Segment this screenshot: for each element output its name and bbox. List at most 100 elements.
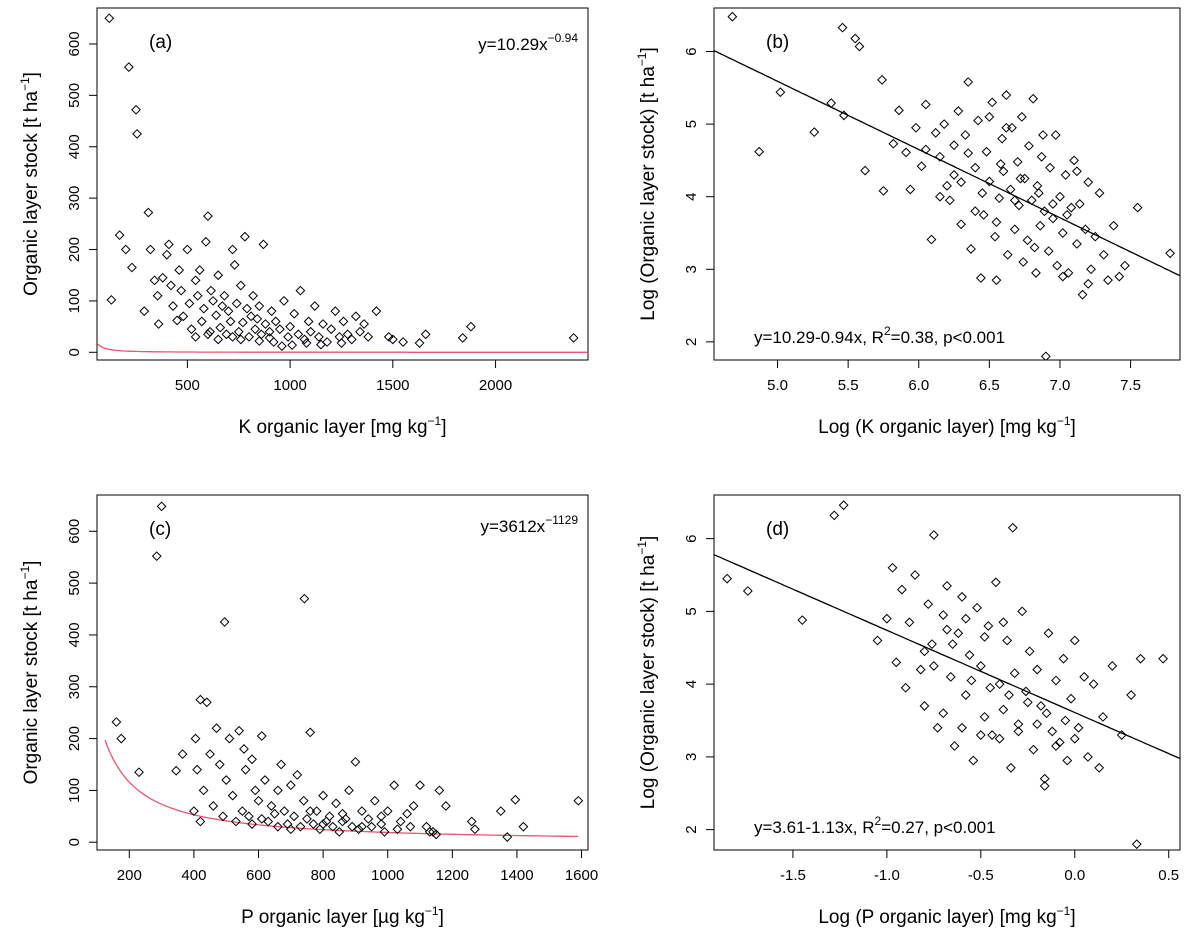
data-point [470, 824, 480, 835]
data-point [1031, 267, 1041, 278]
data-point [434, 785, 445, 796]
data-point [1051, 675, 1061, 686]
data-point [1083, 177, 1094, 188]
data-point [1021, 686, 1031, 697]
data-point [421, 821, 432, 832]
panel-label: (b) [766, 32, 789, 53]
data-point [1007, 522, 1018, 533]
data-point [276, 341, 287, 352]
data-point [1047, 726, 1058, 737]
plot-frame [96, 494, 589, 851]
data-point [1026, 195, 1037, 206]
data-point [186, 324, 197, 335]
data-point [382, 806, 393, 817]
panel-d: -1.5 -1.0 -0.5 0.0 0.5 2 3 4 5 6 Log (P organic la… [635, 494, 1181, 928]
data-point [337, 816, 348, 827]
data-point [254, 336, 265, 346]
data-point [177, 749, 188, 760]
y-axis-title: Organic layer stock [t ha−1] [18, 72, 42, 296]
data-point [270, 316, 281, 327]
data-point [998, 617, 1009, 628]
data-point [235, 280, 246, 291]
data-point [264, 332, 275, 343]
data-point [973, 115, 983, 126]
data-point [1135, 653, 1146, 664]
y-tick-label: 5 [683, 120, 700, 128]
data-point [975, 730, 986, 740]
data-point [995, 159, 1006, 169]
data-point [829, 510, 840, 521]
panel-c: 200 400 600 800 1000 1200 1400 1600 0 100 200 300 40… [18, 494, 598, 928]
data-point [415, 780, 425, 791]
data-layer [714, 11, 1180, 360]
data-point [1002, 249, 1013, 260]
data-point [1002, 635, 1013, 646]
data-point [1158, 653, 1168, 664]
y-axis-title-text: Log (Organic layer stock) [t ha [638, 66, 659, 321]
panel-label: (d) [766, 519, 789, 540]
data-point [990, 231, 1000, 242]
data-point [838, 500, 849, 511]
data-point [250, 324, 261, 335]
data-point [211, 723, 222, 734]
data-point [1033, 188, 1044, 198]
data-point [920, 99, 931, 110]
fit-line [97, 342, 588, 353]
data-point [1036, 151, 1047, 162]
data-point [1066, 202, 1077, 213]
data-point [510, 794, 521, 805]
panel-a: 500 1000 1500 2000 0 100 200 300 400 500 600 K orga… [18, 7, 589, 438]
x-tick-label: 400 [181, 867, 206, 884]
data-point [240, 231, 250, 242]
data-point [326, 324, 337, 335]
data-point [963, 77, 974, 87]
data-point [431, 829, 442, 840]
data-point [253, 795, 264, 806]
data-point [797, 615, 808, 626]
data-point [887, 562, 898, 573]
data-point [984, 111, 995, 122]
data-point [157, 272, 168, 283]
y-tick-label: 300 [66, 674, 83, 699]
y-axis-title-text: Log (Organic layer stock) [t ha [638, 554, 659, 809]
data-point [1069, 635, 1080, 646]
y-tick-label: 2 [683, 825, 700, 833]
data-point [930, 127, 941, 138]
y-tick-label: 3 [683, 753, 700, 761]
data-point [877, 74, 887, 85]
data-point [190, 275, 201, 286]
data-point [120, 244, 131, 255]
data-point [217, 301, 228, 311]
data-point [256, 731, 267, 741]
data-point [289, 811, 299, 822]
y-tick-label: 4 [683, 193, 700, 201]
data-point [1057, 228, 1068, 238]
x-tick-label: 6.5 [979, 377, 1000, 394]
data-point [134, 767, 144, 778]
data-point [336, 338, 347, 348]
data-point [172, 315, 183, 326]
data-point [894, 105, 904, 116]
data-point [956, 177, 967, 188]
data-point [424, 826, 435, 837]
x-axis-title-tail: ] [441, 417, 446, 438]
data-point [305, 806, 316, 817]
x-axis-title: P organic layer [µg kg−1] [241, 904, 444, 928]
data-point [248, 290, 259, 301]
data-point [260, 319, 271, 329]
data-point [900, 682, 911, 693]
data-point [302, 813, 312, 824]
data-point [344, 785, 354, 796]
data-point [953, 628, 964, 639]
equation-tail: =0.27, p<0.001 [881, 818, 995, 837]
data-point [221, 329, 232, 340]
data-point [1083, 751, 1093, 762]
data-point [1041, 708, 1052, 719]
x-axis-title-tail: ] [1070, 907, 1075, 928]
data-point [189, 806, 199, 817]
data-point [376, 819, 387, 829]
data-point [901, 147, 911, 158]
data-point [1005, 762, 1016, 773]
x-tick-label: 600 [246, 867, 271, 884]
data-point [127, 262, 137, 273]
